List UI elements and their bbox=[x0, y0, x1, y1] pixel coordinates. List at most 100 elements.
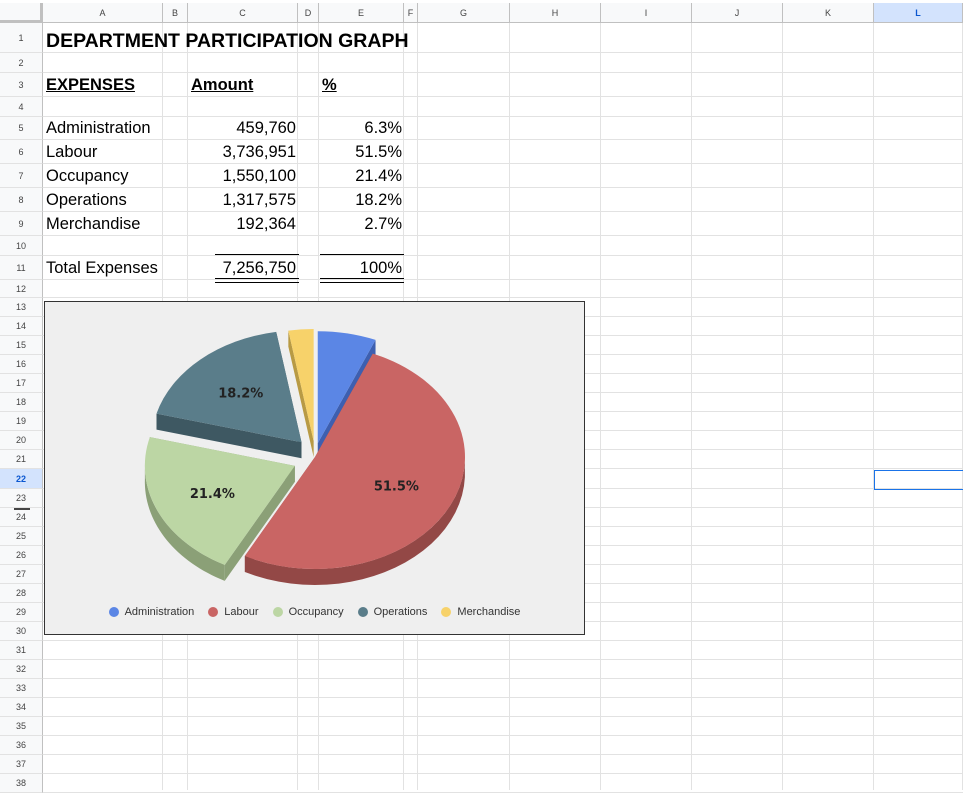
row-header-2[interactable]: 2 bbox=[0, 53, 43, 73]
column-header-k[interactable]: K bbox=[783, 3, 874, 23]
column-gridline bbox=[600, 23, 601, 790]
expense-pct-occupancy[interactable]: 21.4% bbox=[355, 167, 402, 185]
row-header-36[interactable]: 36 bbox=[0, 736, 43, 755]
row-header-24[interactable]: 24 bbox=[0, 508, 43, 527]
row-resize-handle[interactable] bbox=[14, 508, 30, 510]
row-header-27[interactable]: 27 bbox=[0, 565, 43, 584]
expense-amount-occupancy[interactable]: 1,550,100 bbox=[222, 167, 296, 185]
selected-cell-L22[interactable] bbox=[874, 470, 963, 490]
row-header-18[interactable]: 18 bbox=[0, 393, 43, 412]
row-header-4[interactable]: 4 bbox=[0, 97, 43, 117]
column-gridline bbox=[691, 23, 692, 790]
expense-pct-merchandise[interactable]: 2.7% bbox=[364, 215, 402, 233]
expense-amount-merchandise[interactable]: 192,364 bbox=[236, 215, 296, 233]
row-header-28[interactable]: 28 bbox=[0, 584, 43, 603]
expense-pct-operations[interactable]: 18.2% bbox=[355, 191, 402, 209]
row-gridline bbox=[43, 163, 963, 164]
legend-item-operations: Operations bbox=[357, 606, 428, 618]
row-header-33[interactable]: 33 bbox=[0, 679, 43, 698]
column-gridline bbox=[782, 23, 783, 790]
slice-merchandise[interactable] bbox=[288, 329, 314, 442]
column-header-h[interactable]: H bbox=[510, 3, 601, 23]
slice-occupancy[interactable] bbox=[144, 437, 295, 565]
row-gridline bbox=[43, 72, 963, 73]
column-header-d[interactable]: D bbox=[298, 3, 319, 23]
pie-chart-svg: 51.5% 21.4% 18.2% bbox=[144, 329, 465, 585]
sheet-title[interactable]: DEPARTMENT PARTICIPATION GRAPH bbox=[46, 30, 409, 52]
chart-legend: Administration Labour Occupancy Operations M… bbox=[44, 606, 585, 618]
row-header-14[interactable]: 14 bbox=[0, 317, 43, 336]
row-header-26[interactable]: 26 bbox=[0, 546, 43, 565]
expense-amount-operations[interactable]: 1,317,575 bbox=[222, 191, 296, 209]
row-header-32[interactable]: 32 bbox=[0, 660, 43, 679]
row-header-7[interactable]: 7 bbox=[0, 164, 43, 188]
row-header-5[interactable]: 5 bbox=[0, 117, 43, 140]
column-header-i[interactable]: I bbox=[601, 3, 692, 23]
row-header-37[interactable]: 37 bbox=[0, 755, 43, 774]
column-header-c[interactable]: C bbox=[188, 3, 298, 23]
row-header-25[interactable]: 25 bbox=[0, 527, 43, 546]
slice-side-occupancy bbox=[144, 463, 225, 581]
row-header-13[interactable]: 13 bbox=[0, 298, 43, 317]
row-header-16[interactable]: 16 bbox=[0, 355, 43, 374]
row-header-34[interactable]: 34 bbox=[0, 698, 43, 717]
row-header-20[interactable]: 20 bbox=[0, 431, 43, 450]
column-header-b[interactable]: B bbox=[163, 3, 188, 23]
row-header-35[interactable]: 35 bbox=[0, 717, 43, 736]
slice-administration[interactable] bbox=[317, 331, 376, 444]
row-header-30[interactable]: 30 bbox=[0, 622, 43, 641]
row-header-31[interactable]: 31 bbox=[0, 641, 43, 660]
percent-header[interactable]: % bbox=[322, 76, 337, 94]
column-header-e[interactable]: E bbox=[319, 3, 404, 23]
column-gridline bbox=[873, 23, 874, 790]
row-header-6[interactable]: 6 bbox=[0, 140, 43, 164]
row-header-21[interactable]: 21 bbox=[0, 450, 43, 469]
row-header-9[interactable]: 9 bbox=[0, 212, 43, 236]
row-header-38[interactable]: 38 bbox=[0, 774, 43, 793]
expense-name-administration[interactable]: Administration bbox=[46, 119, 151, 137]
slice-labour[interactable] bbox=[244, 353, 465, 569]
column-header-a[interactable]: A bbox=[43, 3, 163, 23]
pie-chart[interactable]: 51.5% 21.4% 18.2% bbox=[44, 301, 585, 635]
slice-operations[interactable] bbox=[156, 331, 302, 443]
row-header-29[interactable]: 29 bbox=[0, 603, 43, 622]
expenses-header[interactable]: EXPENSES bbox=[46, 76, 135, 94]
slice-edge-occupancy bbox=[224, 465, 295, 581]
row-header-22[interactable]: 22 bbox=[0, 469, 43, 489]
row-header-10[interactable]: 10 bbox=[0, 236, 43, 256]
expense-amount-administration[interactable]: 459,760 bbox=[236, 119, 296, 137]
row-header-15[interactable]: 15 bbox=[0, 336, 43, 355]
expense-pct-administration[interactable]: 6.3% bbox=[364, 119, 402, 137]
row-header-11[interactable]: 11 bbox=[0, 256, 43, 280]
column-header-g[interactable]: G bbox=[418, 3, 510, 23]
row-header-8[interactable]: 8 bbox=[0, 188, 43, 212]
total-pct[interactable]: 100% bbox=[359, 259, 402, 277]
slice-edge-merchandise bbox=[288, 330, 314, 458]
expense-name-merchandise[interactable]: Merchandise bbox=[46, 215, 141, 233]
legend-swatch bbox=[272, 607, 283, 617]
column-header-j[interactable]: J bbox=[692, 3, 783, 23]
row-header-12[interactable]: 12 bbox=[0, 280, 43, 298]
expense-pct-labour[interactable]: 51.5% bbox=[355, 143, 402, 161]
row-header-3[interactable]: 3 bbox=[0, 73, 43, 97]
row-header-1[interactable]: 1 bbox=[0, 23, 43, 53]
row-header-19[interactable]: 19 bbox=[0, 412, 43, 431]
row-gridline bbox=[43, 735, 963, 736]
legend-label: Merchandise bbox=[457, 606, 521, 618]
expense-name-operations[interactable]: Operations bbox=[46, 191, 127, 209]
row-header-23[interactable]: 23 bbox=[0, 489, 43, 508]
column-header-f[interactable]: F bbox=[404, 3, 418, 23]
total-amount[interactable]: 7,256,750 bbox=[222, 259, 296, 277]
column-header-l[interactable]: L bbox=[874, 3, 963, 23]
expense-name-labour[interactable]: Labour bbox=[46, 143, 98, 161]
row-gridline bbox=[43, 297, 963, 298]
row-header-17[interactable]: 17 bbox=[0, 374, 43, 393]
expense-name-occupancy[interactable]: Occupancy bbox=[46, 167, 129, 185]
pct-double-border bbox=[320, 278, 404, 283]
amount-header[interactable]: Amount bbox=[191, 76, 254, 94]
legend-item-occupancy: Occupancy bbox=[272, 606, 344, 618]
expense-amount-labour[interactable]: 3,736,951 bbox=[222, 143, 296, 161]
total-label[interactable]: Total Expenses bbox=[46, 259, 158, 277]
legend-label: Operations bbox=[373, 606, 428, 618]
select-all-corner[interactable] bbox=[0, 3, 43, 23]
